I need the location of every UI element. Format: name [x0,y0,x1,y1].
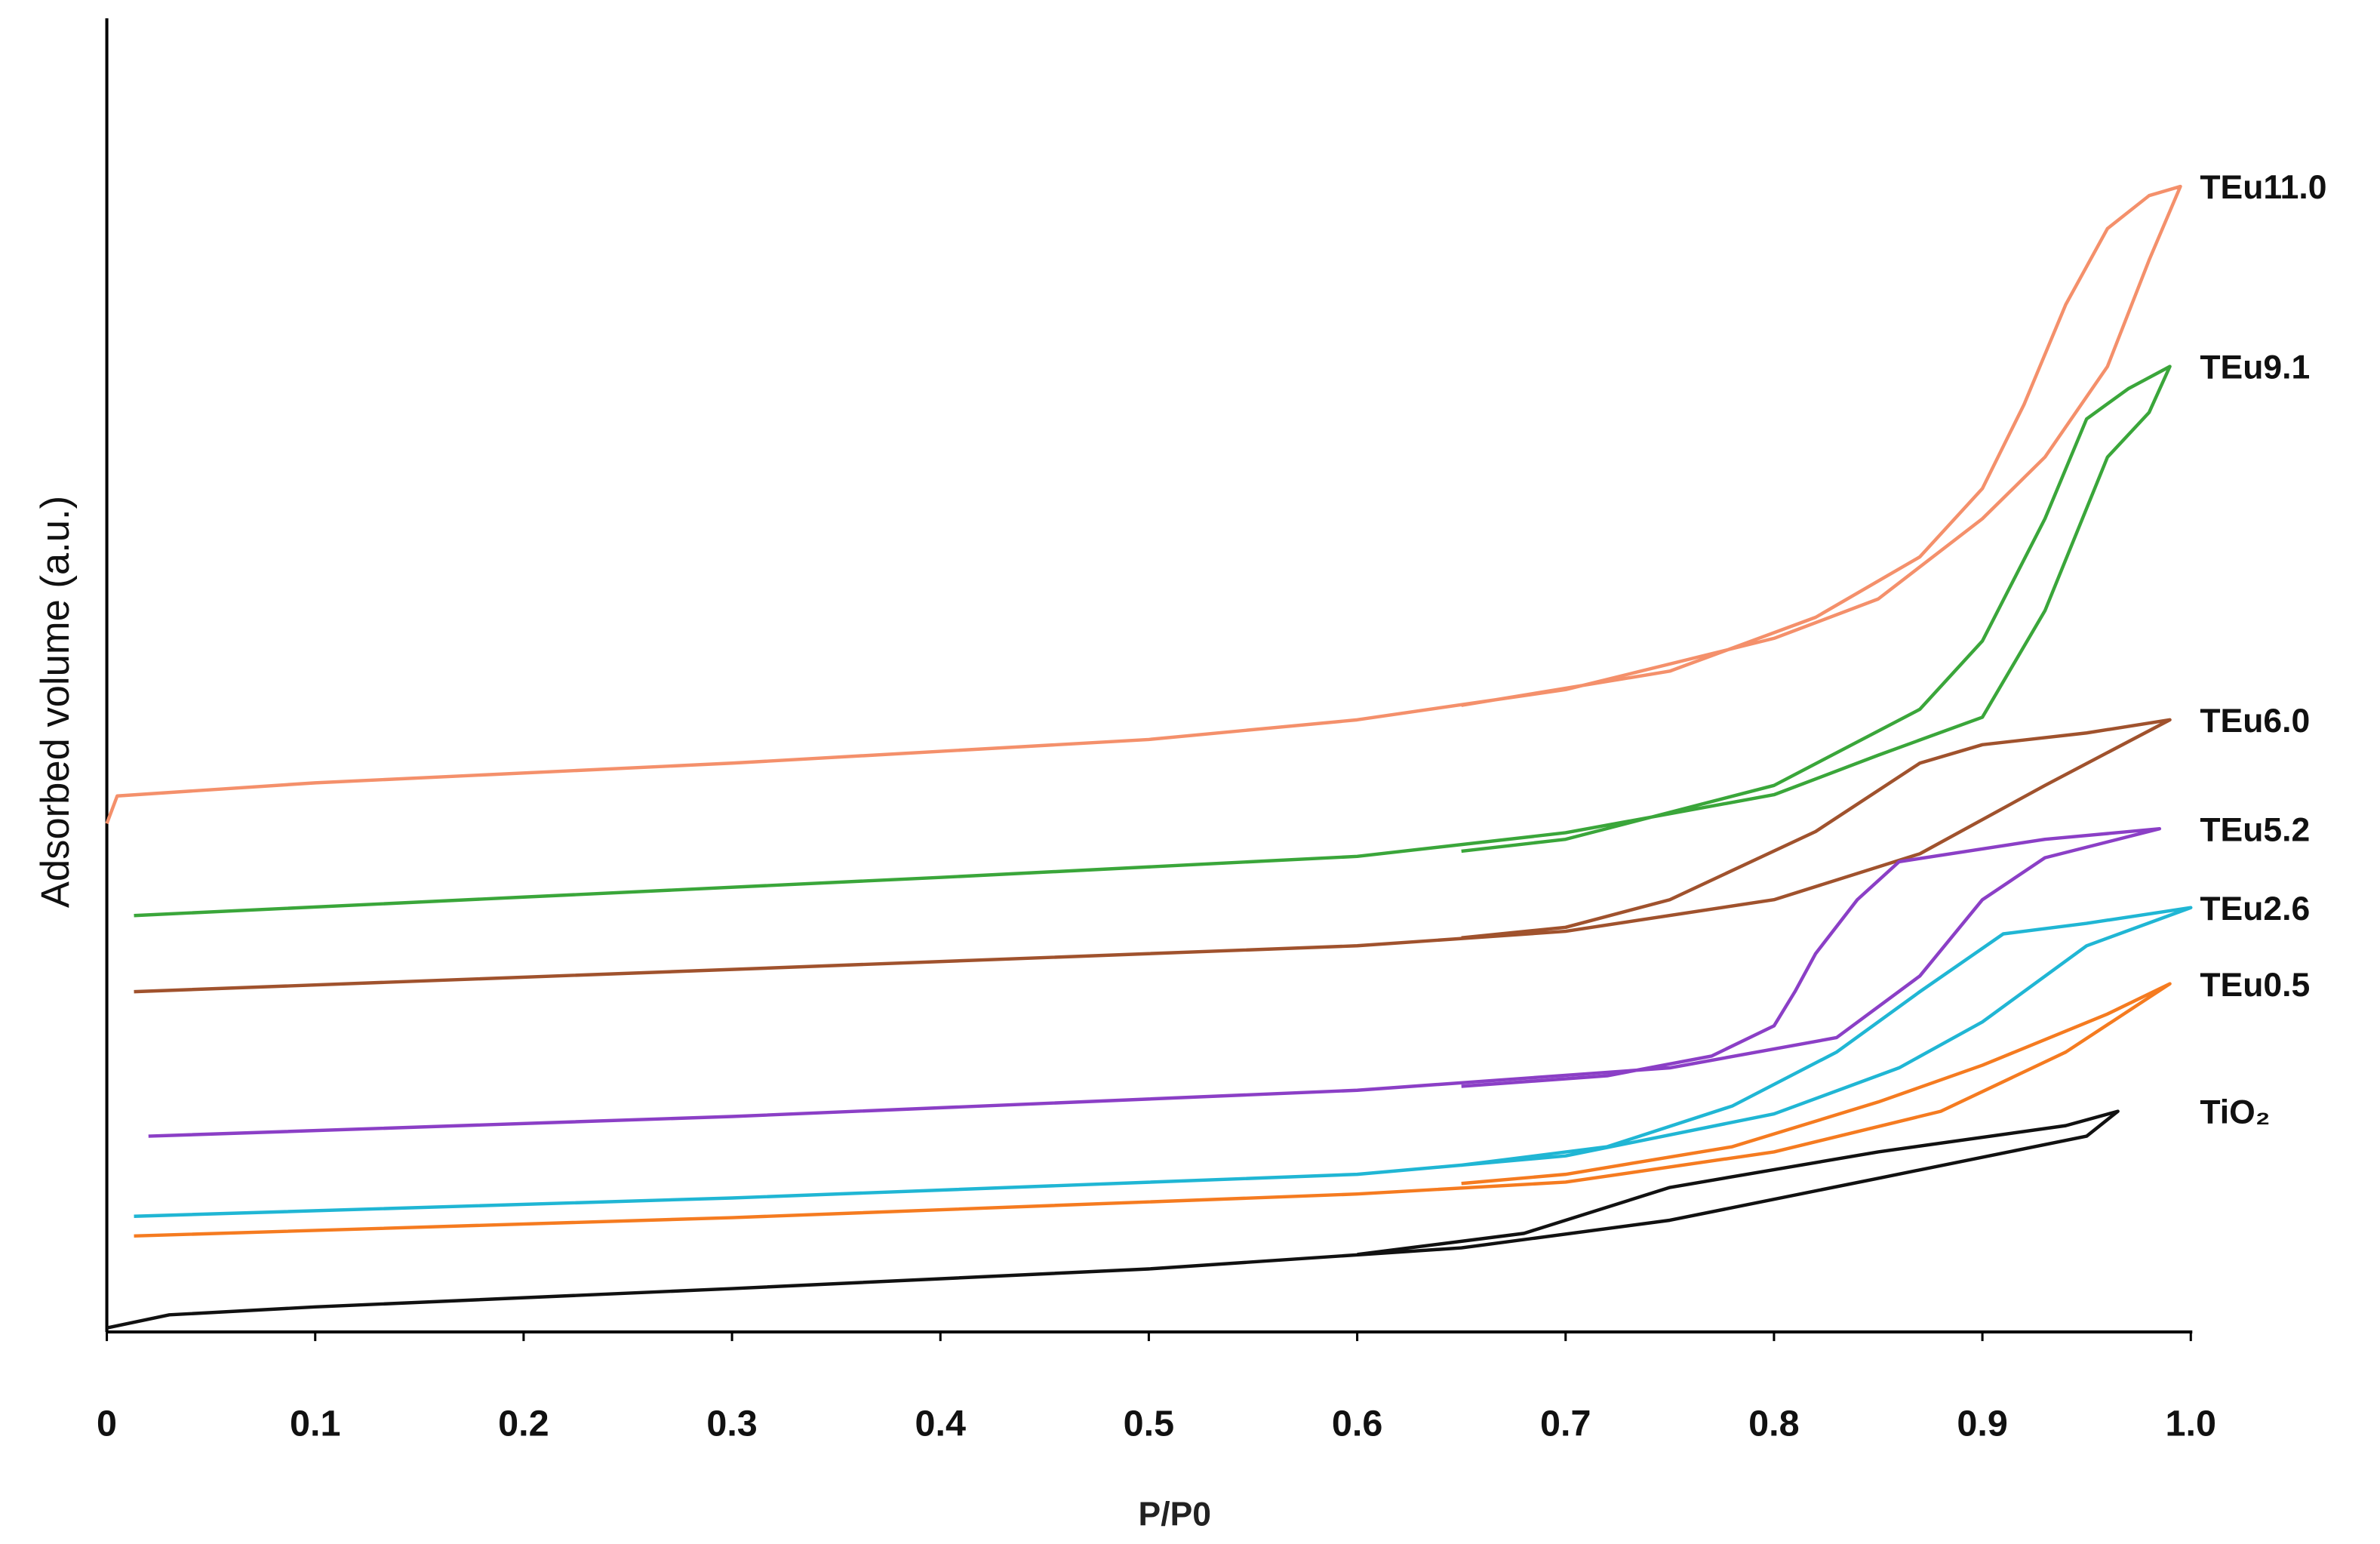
series-label: TEu11.0 [2200,169,2326,206]
series-label: TiO₂ [2200,1094,2270,1131]
isotherm-line [105,184,2182,825]
x-tick-label: 1.0 [2166,1403,2216,1444]
isotherm-line [134,718,2172,994]
series-label: TEu9.1 [2200,349,2310,386]
x-tick-label: 0.5 [1124,1403,1174,1444]
y-axis-title: Adsorbed volume (a.u.) [33,496,78,908]
isotherm-line [134,364,2172,918]
x-tick-label: 0.6 [1332,1403,1382,1444]
x-tick-label: 0.1 [290,1403,340,1444]
series-label: TEu5.2 [2200,811,2310,848]
x-tick-label: 0.7 [1540,1403,1591,1444]
series-label: TEu6.0 [2200,703,2310,740]
x-tick-label: 0.8 [1748,1403,1799,1444]
series-label: TEu0.5 [2200,967,2310,1004]
isotherm-line [106,1109,2120,1330]
x-tick-label: 0.2 [498,1403,549,1444]
series-label: TEu2.6 [2200,890,2310,927]
x-tick-label: 0.9 [1957,1403,2007,1444]
x-tick-label: 0 [97,1403,117,1444]
isotherm-line [134,982,2172,1238]
isotherm-line [134,906,2193,1218]
x-axis-title: P/P0 [1139,1496,1211,1533]
x-tick-label: 0.3 [706,1403,757,1444]
isotherm-line [148,826,2162,1138]
x-tick-label: 0.4 [915,1403,966,1444]
